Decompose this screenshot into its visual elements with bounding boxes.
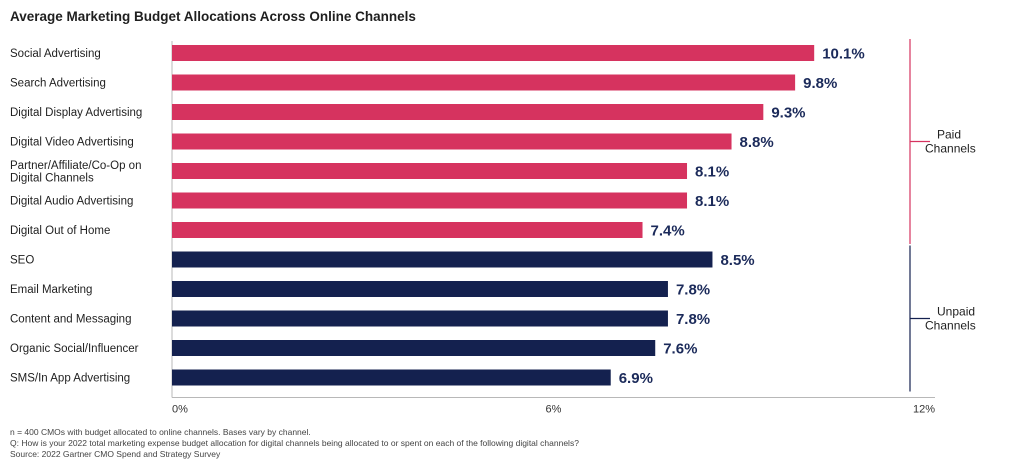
category-label-line: Social Advertising	[10, 48, 101, 60]
value-label: 8.8%	[740, 134, 774, 151]
category-label-line: SEO	[10, 255, 34, 267]
value-label: 8.1%	[695, 164, 729, 181]
category-label-line: Content and Messaging	[10, 314, 131, 326]
footnotes: n = 400 CMOs with budget allocated to on…	[10, 427, 579, 460]
category-label: Digital Audio Advertising	[10, 196, 133, 208]
bar	[172, 222, 643, 238]
value-label: 9.3%	[771, 105, 805, 122]
axes: 0% 6% 12%	[171, 41, 935, 416]
category-label-line: Digital Out of Home	[10, 225, 110, 237]
value-label: 8.1%	[695, 193, 729, 210]
category-label: Organic Social/Influencer	[10, 343, 139, 355]
bar	[172, 163, 688, 179]
category-label-line: SMS/In App Advertising	[10, 373, 130, 385]
value-label: 7.6%	[663, 341, 697, 358]
category-label-line: Digital Video Advertising	[10, 137, 134, 149]
group-label: Paid Channels	[925, 128, 976, 156]
value-label: 7.4%	[651, 223, 685, 240]
bar	[172, 45, 815, 61]
category-label: Digital Video Advertising	[10, 137, 134, 149]
x-tick-label: 6%	[546, 404, 562, 416]
bar	[172, 251, 713, 268]
value-label: 10.1%	[822, 46, 865, 63]
category-label-line: Search Advertising	[10, 78, 106, 90]
value-label: 7.8%	[676, 282, 710, 299]
category-label-line: Digital Display Advertising	[10, 107, 142, 119]
category-label: Digital Display Advertising	[10, 107, 142, 119]
footnote-question: Q: How is your 2022 total marketing expe…	[10, 438, 579, 448]
category-label-line: Partner/Affiliate/Co-Op on	[10, 160, 141, 172]
bar	[172, 281, 668, 297]
x-tick-label: 0%	[172, 404, 188, 416]
bar	[172, 310, 668, 327]
value-label: 6.9%	[619, 370, 653, 387]
category-label: Social Advertising	[10, 48, 101, 60]
chart-title: Average Marketing Budget Allocations Acr…	[10, 9, 416, 24]
bar	[172, 74, 796, 91]
group-label-line: Channels	[925, 319, 976, 333]
x-tick-label: 12%	[913, 404, 935, 416]
category-label: Email Marketing	[10, 284, 92, 296]
bar	[172, 104, 764, 120]
bar	[172, 369, 611, 386]
value-label: 7.8%	[676, 311, 710, 328]
footnote-source: Source: 2022 Gartner CMO Spend and Strat…	[10, 449, 221, 459]
category-label: Digital Out of Home	[10, 225, 110, 237]
group-label: Unpaid Channels	[925, 305, 976, 333]
category-label: Partner/Affiliate/Co-Op on Digital Channe…	[10, 160, 141, 185]
labels: 10.1% Social Advertising 9.8% Search Advert…	[10, 46, 865, 388]
category-label: SMS/In App Advertising	[10, 373, 130, 385]
category-label: SEO	[10, 255, 34, 267]
value-label: 9.8%	[803, 75, 837, 92]
group-label-line: Channels	[925, 142, 976, 156]
bar	[172, 133, 732, 150]
group-label-line: Unpaid	[937, 305, 975, 319]
value-label: 8.5%	[720, 252, 754, 269]
category-label-line: Digital Audio Advertising	[10, 196, 133, 208]
bar	[172, 192, 688, 209]
category-label: Content and Messaging	[10, 314, 131, 326]
category-label-line: Email Marketing	[10, 284, 92, 296]
bar	[172, 340, 656, 356]
footnote-sample: n = 400 CMOs with budget allocated to on…	[10, 427, 311, 437]
category-label-line: Digital Channels	[10, 172, 94, 184]
bars	[172, 45, 815, 386]
category-label-line: Organic Social/Influencer	[10, 343, 139, 355]
category-label: Search Advertising	[10, 78, 106, 90]
group-label-line: Paid	[937, 128, 961, 142]
